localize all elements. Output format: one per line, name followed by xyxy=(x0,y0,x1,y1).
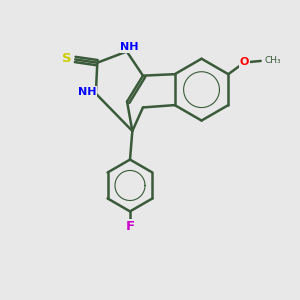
Text: F: F xyxy=(125,220,135,233)
Text: NH: NH xyxy=(121,42,139,52)
Text: NH: NH xyxy=(78,87,96,97)
Text: CH₃: CH₃ xyxy=(265,56,281,65)
Text: S: S xyxy=(61,52,71,65)
Text: O: O xyxy=(240,57,249,68)
